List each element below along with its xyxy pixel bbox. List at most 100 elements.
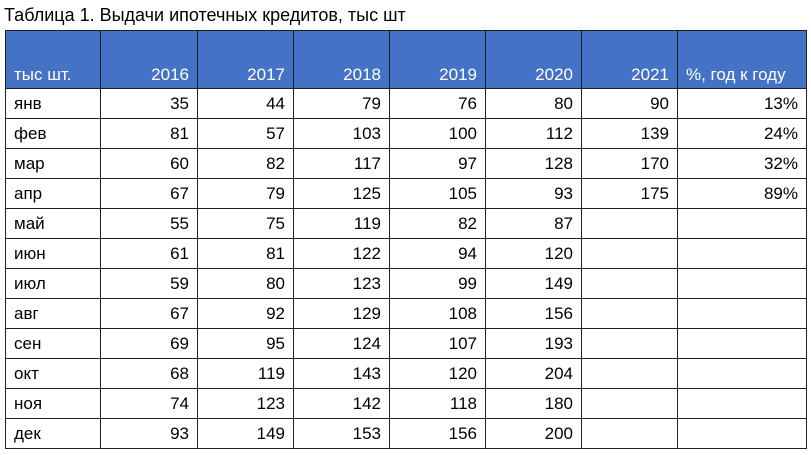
empty-cell [677, 418, 807, 449]
cell: 55 [100, 208, 198, 239]
empty-cell [581, 388, 678, 419]
table-row: июл 59 80 123 99 149 [5, 268, 807, 299]
cell: 156 [485, 298, 582, 329]
table-row: апр 67 79 125 105 93 175 89% [5, 178, 807, 209]
cell: 79 [197, 178, 294, 209]
table-row: окт 68 119 143 120 204 [5, 358, 807, 389]
column-header: %, год к году [677, 30, 807, 89]
cell: 87 [485, 208, 582, 239]
table-row: фев 81 57 103 100 112 139 24% [5, 118, 807, 149]
cell: 97 [389, 148, 486, 179]
cell: 94 [389, 238, 486, 269]
cell: 122 [293, 238, 390, 269]
table-row: дек 93 149 153 156 200 [5, 418, 807, 449]
cell: 112 [485, 118, 582, 149]
cell: 149 [485, 268, 582, 299]
cell: 76 [389, 88, 486, 119]
cell: 107 [389, 328, 486, 359]
cell: 68 [100, 358, 198, 389]
empty-cell [581, 298, 678, 329]
table-row: мар 60 82 117 97 128 170 32% [5, 148, 807, 179]
cell: 81 [197, 238, 294, 269]
cell: 89% [677, 178, 807, 209]
column-header: тыс шт. [5, 30, 101, 89]
cell: 117 [293, 148, 390, 179]
empty-cell [677, 298, 807, 329]
row-label: апр [5, 178, 101, 209]
cell: 175 [581, 178, 678, 209]
cell: 139 [581, 118, 678, 149]
cell: 123 [197, 388, 294, 419]
empty-cell [581, 418, 678, 449]
cell: 75 [197, 208, 294, 239]
header-row: тыс шт. 2016 2017 2018 2019 2020 2021%, год к … [5, 30, 807, 89]
title: Таблица 1. Выдачи ипотечных кредитов, ты… [4, 5, 406, 25]
cell: 120 [389, 358, 486, 389]
row-label: дек [5, 418, 101, 449]
table-row: ноя 74 123 142 118 180 [5, 388, 807, 419]
cell: 99 [389, 268, 486, 299]
empty-cell [677, 268, 807, 299]
row-label: авг [5, 298, 101, 329]
cell: 108 [389, 298, 486, 329]
cell: 32% [677, 148, 807, 179]
empty-cell [677, 328, 807, 359]
cell: 79 [293, 88, 390, 119]
empty-cell [581, 268, 678, 299]
table-row: сен 69 95 124 107 193 [5, 328, 807, 359]
table-header: тыс шт. 2016 2017 2018 2019 2020 2021%, год к … [5, 30, 807, 89]
row-label: май [5, 208, 101, 239]
cell: 82 [197, 148, 294, 179]
cell: 92 [197, 298, 294, 329]
table-row: авг 67 92 129 108 156 [5, 298, 807, 329]
cell: 118 [389, 388, 486, 419]
empty-cell [581, 358, 678, 389]
cell: 103 [293, 118, 390, 149]
cell: 143 [293, 358, 390, 389]
cell: 125 [293, 178, 390, 209]
cell: 69 [100, 328, 198, 359]
empty-cell [677, 388, 807, 419]
cell: 44 [197, 88, 294, 119]
row-label: окт [5, 358, 101, 389]
row-label: июн [5, 238, 101, 269]
cell: 24% [677, 118, 807, 149]
column-header: 2020 [485, 30, 582, 89]
cell: 119 [197, 358, 294, 389]
cell: 149 [197, 418, 294, 449]
cell: 200 [485, 418, 582, 449]
cell: 156 [389, 418, 486, 449]
cell: 57 [197, 118, 294, 149]
cell: 100 [389, 118, 486, 149]
empty-cell [581, 208, 678, 239]
cell: 90 [581, 88, 678, 119]
row-label: июл [5, 268, 101, 299]
cell: 67 [100, 298, 198, 329]
table-body: янв 35 44 79 76 80 90 13% фев 81 57 103 100 112 139 24%… [5, 88, 807, 449]
cell: 128 [485, 148, 582, 179]
cell: 180 [485, 388, 582, 419]
cell: 204 [485, 358, 582, 389]
cell: 193 [485, 328, 582, 359]
table-row: май 55 75 119 82 87 [5, 208, 807, 239]
cell: 74 [100, 388, 198, 419]
cell: 120 [485, 238, 582, 269]
empty-cell [677, 238, 807, 269]
column-header: 2016 [100, 30, 198, 89]
cell: 153 [293, 418, 390, 449]
cell: 123 [293, 268, 390, 299]
row-label: ноя [5, 388, 101, 419]
cell: 105 [389, 178, 486, 209]
cell: 35 [100, 88, 198, 119]
row-label: янв [5, 88, 101, 119]
cell: 61 [100, 238, 198, 269]
cell: 59 [100, 268, 198, 299]
table-row: янв 35 44 79 76 80 90 13% [5, 88, 807, 119]
cell: 170 [581, 148, 678, 179]
column-header: 2018 [293, 30, 390, 89]
empty-cell [677, 208, 807, 239]
cell: 93 [485, 178, 582, 209]
column-header: 2017 [197, 30, 294, 89]
empty-cell [677, 358, 807, 389]
row-label: сен [5, 328, 101, 359]
